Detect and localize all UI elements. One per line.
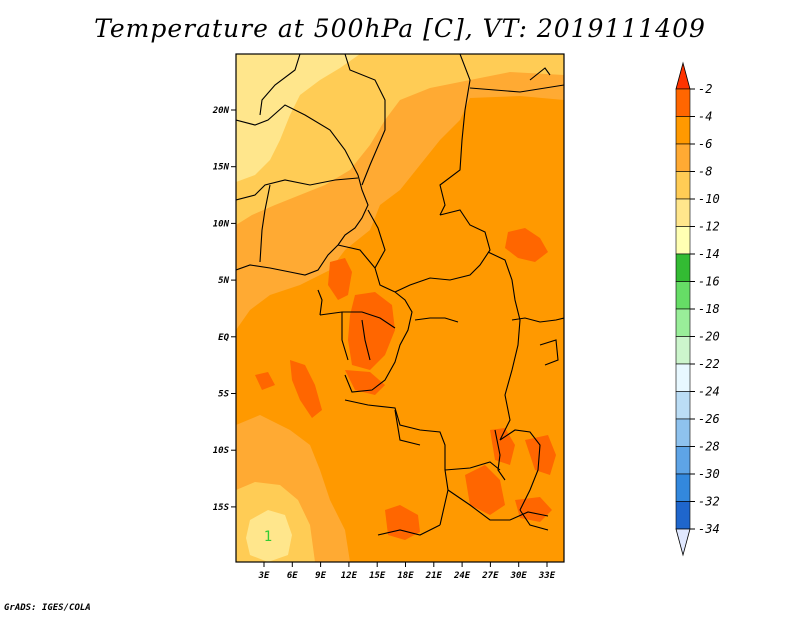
colorbar-tick-label: -30 bbox=[698, 467, 720, 481]
latitude-axis: 20N 15N 10N 5N EQ 5S 10S 15S bbox=[212, 106, 236, 513]
lat-tick-label: 15N bbox=[213, 163, 230, 173]
map-frame bbox=[235, 53, 565, 563]
colorbar-tick-label: -8 bbox=[698, 165, 712, 179]
colorbar-tick-label: -14 bbox=[698, 247, 720, 261]
lon-tick-label: 18E bbox=[397, 571, 414, 581]
colorbar-tick-label: -12 bbox=[698, 220, 720, 234]
colorbar-segment bbox=[675, 226, 691, 255]
colorbar: -2 -4 -6 -8 -10 -12 -14 -16 -18 -20 -22 -24 -26 -28 -3… bbox=[675, 61, 720, 557]
lon-tick-label: 12E bbox=[341, 571, 358, 581]
colorbar-segment bbox=[675, 418, 691, 447]
colorbar-tick-label: -20 bbox=[698, 330, 720, 344]
grads-credit: GrADS: IGES/COLA bbox=[4, 603, 91, 613]
contour-label: 1 bbox=[264, 529, 272, 545]
colorbar-segment bbox=[675, 308, 691, 337]
colorbar-tick-label: -6 bbox=[698, 137, 712, 151]
colorbar-segment bbox=[675, 198, 691, 227]
colorbar-tick-label: -22 bbox=[698, 357, 720, 371]
colorbar-segment bbox=[675, 446, 691, 475]
lon-tick-label: 30E bbox=[510, 571, 528, 581]
country-borders bbox=[236, 54, 564, 536]
colorbar-segment bbox=[675, 143, 691, 172]
lon-tick-label: 6E bbox=[287, 571, 298, 581]
colorbar-tick-label: -10 bbox=[698, 192, 720, 206]
colorbar-segment bbox=[675, 363, 691, 392]
colorbar-segment bbox=[675, 171, 691, 200]
lat-tick-label: 5S bbox=[218, 390, 229, 400]
lon-tick-label: 9E bbox=[315, 571, 326, 581]
lat-tick-label: 10S bbox=[213, 446, 230, 456]
colorbar-bottom-arrow bbox=[675, 528, 691, 557]
colorbar-segment bbox=[675, 253, 691, 282]
lat-tick-label: 10N bbox=[213, 219, 230, 229]
colorbar-tick-label: -34 bbox=[698, 522, 720, 536]
colorbar-tick-label: -32 bbox=[698, 495, 720, 509]
colorbar-tick-label: -24 bbox=[698, 385, 720, 399]
colorbar-segment bbox=[675, 281, 691, 310]
field-band-colder-north bbox=[236, 54, 564, 225]
lon-tick-label: 21E bbox=[425, 571, 443, 581]
colorbar-segment bbox=[675, 116, 691, 145]
colorbar-tick-label: -18 bbox=[698, 302, 720, 316]
colorbar-segment bbox=[675, 88, 691, 117]
colorbar-top-arrow bbox=[675, 61, 691, 90]
lon-tick-label: 33E bbox=[538, 571, 556, 581]
lon-tick-label: 15E bbox=[369, 571, 386, 581]
lon-tick-label: 3E bbox=[258, 571, 270, 581]
field-band-coldest-southwest bbox=[246, 510, 292, 562]
lon-tick-label: 27E bbox=[481, 571, 499, 581]
colorbar-tick-label: -26 bbox=[698, 412, 720, 426]
chart-title: Temperature at 500hPa [C], VT: 201911140… bbox=[94, 14, 706, 43]
lat-tick-label: EQ bbox=[218, 333, 229, 343]
lat-tick-label: 15S bbox=[213, 503, 230, 513]
lon-tick-label: 24E bbox=[453, 571, 471, 581]
colorbar-tick-label: -28 bbox=[698, 440, 720, 454]
colorbar-tick-label: -4 bbox=[698, 110, 712, 124]
lat-tick-label: 5N bbox=[218, 276, 229, 286]
colorbar-tick-label: -2 bbox=[698, 82, 712, 96]
colorbar-segment bbox=[675, 391, 691, 420]
longitude-axis: 3E 6E 9E 12E 15E 18E 21E 24E 27E 30E 33E bbox=[258, 562, 556, 581]
temperature-field bbox=[236, 54, 564, 562]
field-band-coldest-north bbox=[236, 54, 360, 182]
colorbar-tick-label: -16 bbox=[698, 275, 720, 289]
lat-tick-label: 20N bbox=[212, 106, 230, 116]
colorbar-segment bbox=[675, 473, 691, 502]
colorbar-segment bbox=[675, 501, 691, 530]
colorbar-segment bbox=[675, 336, 691, 365]
